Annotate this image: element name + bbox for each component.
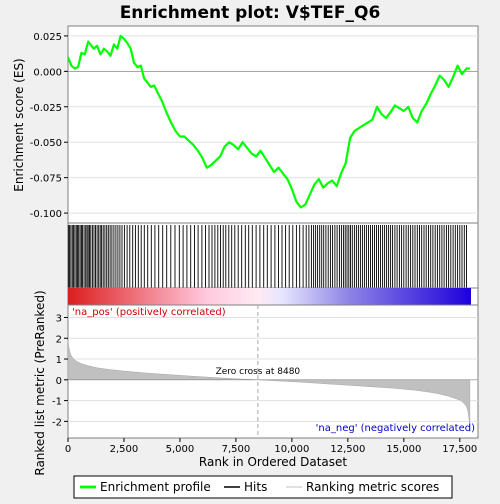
metric-ytick-label: 2 <box>56 334 62 345</box>
metric-ytick-label: 0 <box>56 376 62 387</box>
es-ylabel: Enrichment score (ES) <box>12 58 26 191</box>
neg-label: 'na_neg' (negatively correlated) <box>316 423 475 434</box>
x-tick-label: 12,500 <box>330 444 365 455</box>
es-ytick-label: -0.050 <box>30 138 62 149</box>
es-ytick-label: 0.000 <box>33 67 62 78</box>
metric-ytick-label: -1 <box>52 397 62 408</box>
metric-ytick-label: 1 <box>56 355 62 366</box>
legend-label: Hits <box>244 480 267 494</box>
hits-panel <box>67 222 479 289</box>
x-axis-label: Rank in Ordered Dataset <box>199 455 347 469</box>
es-panel <box>67 25 479 224</box>
pos-label: 'na_pos' (positively correlated) <box>72 307 226 318</box>
es-ytick-label: -0.075 <box>30 174 62 185</box>
metric-ylabel: Ranked list metric (PreRanked) <box>33 290 47 475</box>
legend-label: Ranking metric scores <box>306 480 439 494</box>
x-tick-label: 15,000 <box>386 444 421 455</box>
x-tick-label: 7,500 <box>222 444 251 455</box>
chart-title: Enrichment plot: V$TEF_Q6 <box>120 3 381 23</box>
x-tick-label: 10,000 <box>274 444 309 455</box>
ranking-metric-area <box>67 340 471 432</box>
es-ytick-label: 0.025 <box>33 32 62 43</box>
zero-cross-label: Zero cross at 8480 <box>216 367 301 377</box>
es-ytick-label: -0.100 <box>30 209 62 220</box>
es-profile-line <box>66 34 470 209</box>
metric-ytick-label: 3 <box>56 313 62 324</box>
metric-ytick-label: -2 <box>52 417 62 428</box>
x-tick-label: 0 <box>65 444 71 455</box>
rank-color-bar <box>68 288 471 305</box>
x-tick-label: 17,500 <box>442 444 477 455</box>
es-ytick-label: -0.025 <box>30 103 62 114</box>
metric-panel <box>67 304 479 439</box>
x-tick-label: 5,000 <box>166 444 195 455</box>
legend-box <box>73 475 453 499</box>
legend-label: Enrichment profile <box>100 480 211 494</box>
x-tick-label: 2,500 <box>110 444 139 455</box>
